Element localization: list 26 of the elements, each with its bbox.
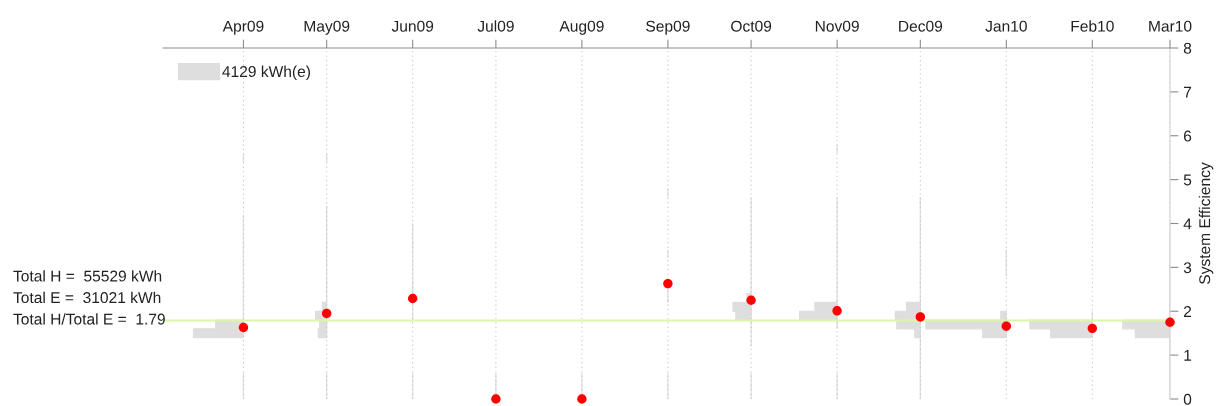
ref-line-label: Total H/Total E = 1.79 bbox=[13, 313, 165, 325]
x-tick-label: Jul09 bbox=[477, 20, 514, 32]
x-tick-label: Apr09 bbox=[222, 20, 264, 35]
x-tick-label: Mar10 bbox=[1149, 20, 1192, 32]
text: Total E = 31021 kWh bbox=[13, 291, 161, 304]
y-tick-label: 0 bbox=[1183, 393, 1192, 405]
x-tick-label: May09 bbox=[304, 20, 350, 35]
x-tick-label: Feb10 bbox=[1071, 20, 1114, 32]
x-tick-label: Jun09 bbox=[391, 20, 434, 32]
x-tick-label: Nov09 bbox=[815, 20, 859, 32]
x-tick-label: Jan10 bbox=[985, 20, 1027, 32]
x-tick-label: Oct09 bbox=[731, 20, 772, 32]
y-tick-label: 7 bbox=[1183, 86, 1192, 98]
x-tick-label: Aug09 bbox=[559, 20, 604, 35]
y-tick-label: 1 bbox=[1184, 350, 1192, 361]
y-tick-label: 3 bbox=[1183, 262, 1192, 274]
y-tick-label: 5 bbox=[1183, 174, 1192, 186]
y-tick-label: 2 bbox=[1183, 306, 1192, 317]
legend-label: 4129 kWh(e) bbox=[222, 65, 310, 81]
y-tick-label: 4 bbox=[1183, 218, 1192, 230]
y-tick-label: 8 bbox=[1183, 42, 1192, 54]
x-tick-label: Sep09 bbox=[646, 20, 690, 35]
y-tick-label: 6 bbox=[1183, 130, 1192, 142]
y-axis-title: System Efficiency bbox=[1198, 162, 1214, 285]
x-tick-label: Dec09 bbox=[899, 20, 943, 32]
text: Total H = 55529 kWh bbox=[13, 270, 162, 282]
